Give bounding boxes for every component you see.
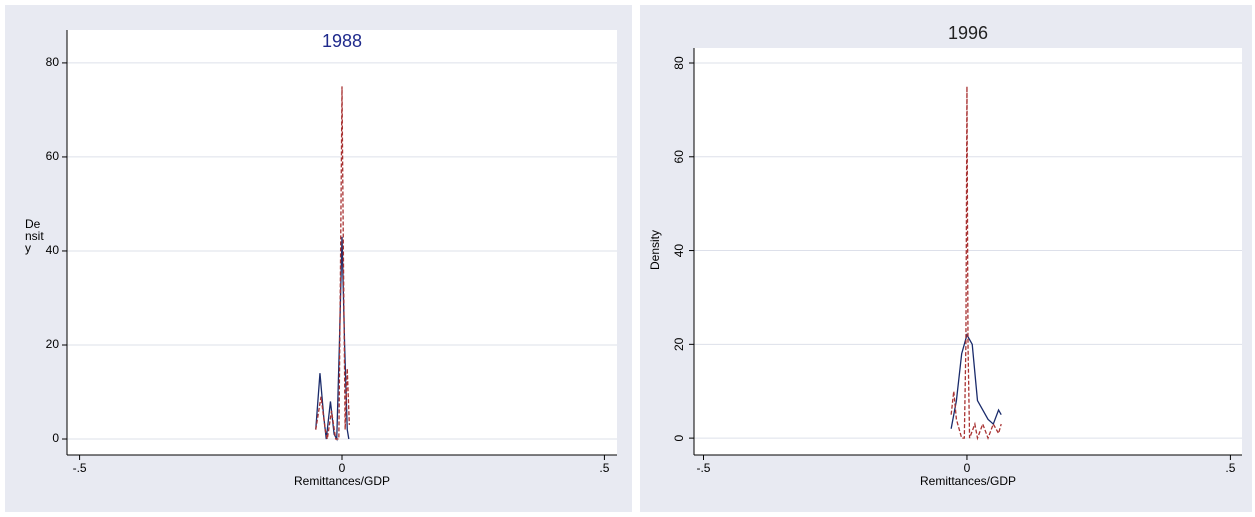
y-tick-label: 60	[672, 150, 686, 164]
x-tick-label: .5	[599, 461, 609, 475]
density-line	[950, 333, 1002, 429]
y-tick-label: 40	[672, 244, 686, 258]
y-tick-label: 0	[672, 434, 686, 441]
x-tick-label: -.5	[73, 461, 87, 475]
y-tick-label: 60	[46, 149, 60, 163]
density-line	[315, 86, 350, 440]
chart-title: 1988	[322, 31, 362, 51]
y-tick-label: 20	[46, 337, 60, 351]
x-axis-label: Remittances/GDP	[294, 474, 390, 488]
y-tick-label: 80	[672, 56, 686, 70]
y-axis-label: Density	[25, 218, 44, 255]
x-axis-label: Remittances/GDP	[920, 474, 1016, 488]
y-tick-label: 80	[46, 55, 60, 69]
x-tick-label: -.5	[696, 461, 710, 475]
chart-title: 1996	[948, 23, 988, 43]
y-axis-label-box: Density	[25, 218, 44, 255]
x-tick-label: 0	[964, 461, 971, 475]
y-axis-label: Density	[648, 230, 662, 270]
x-tick-label: 0	[339, 461, 346, 475]
y-tick-label: 0	[52, 431, 59, 445]
y-tick-label: 20	[672, 337, 686, 351]
y-tick-label: 40	[46, 243, 60, 257]
x-tick-label: .5	[1225, 461, 1235, 475]
density-line	[950, 86, 1002, 441]
